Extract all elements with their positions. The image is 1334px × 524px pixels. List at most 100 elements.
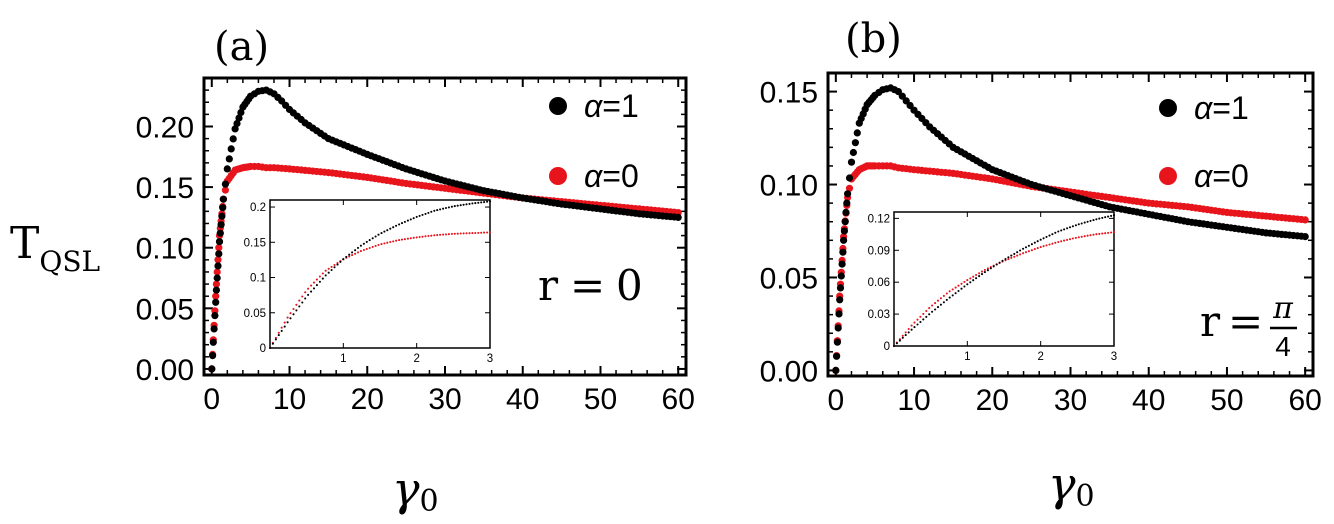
inset-point-alpha-0 (934, 302, 937, 305)
panel-b: (b) 0.000.050.100.15 0 10 20 30 40 50 60 α=1 α… (760, 16, 1322, 417)
inset-point-alpha-0 (975, 273, 978, 277)
data-point-alpha-1 (836, 296, 844, 304)
inset-point-alpha-1 (345, 255, 348, 258)
inset-y-tick-label: 0.1 (250, 273, 266, 285)
data-point-alpha-1 (216, 229, 224, 237)
inset-point-alpha-1 (1066, 227, 1069, 230)
inset-point-alpha-1 (453, 205, 456, 208)
inset-point-alpha-1 (295, 309, 298, 312)
inset-point-alpha-1 (1112, 214, 1116, 217)
inset-point-alpha-0 (462, 232, 465, 235)
inset-point-alpha-1 (336, 263, 339, 266)
inset-point-alpha-0 (318, 275, 321, 278)
inset-point-alpha-0 (1068, 238, 1072, 241)
inset-point-alpha-0 (954, 286, 957, 289)
inset-point-alpha-0 (442, 233, 445, 236)
data-point-alpha-0 (845, 184, 854, 192)
inset-point-alpha-1 (444, 206, 448, 210)
y-axis-title-sub: QSL (39, 245, 100, 278)
inset-point-alpha-1 (383, 230, 386, 233)
data-point-alpha-1 (215, 250, 223, 258)
inset-point-alpha-0 (444, 233, 448, 236)
inset-point-alpha-1 (1033, 241, 1036, 244)
inset-point-alpha-1 (1013, 252, 1016, 255)
inset-point-alpha-1 (901, 336, 904, 339)
inset-point-alpha-1 (324, 274, 327, 277)
inset-point-alpha-1 (922, 318, 925, 321)
inset-point-alpha-0 (1033, 248, 1036, 251)
inset-point-alpha-1 (333, 266, 336, 269)
inset-point-alpha-0 (368, 246, 371, 250)
inset-point-alpha-0 (966, 279, 969, 282)
inset-point-alpha-1 (436, 209, 439, 212)
inset-point-alpha-0 (389, 240, 392, 244)
inset-point-alpha-1 (450, 205, 453, 208)
inset-point-alpha-1 (1060, 229, 1063, 232)
inset-point-alpha-0 (327, 267, 330, 270)
inset-point-alpha-0 (477, 231, 480, 234)
inset-point-alpha-0 (901, 334, 904, 337)
legend-entry-alpha-0: α=0 (1194, 158, 1249, 194)
data-point-alpha-1 (208, 365, 216, 373)
inset-point-alpha-1 (934, 308, 937, 311)
inset-point-alpha-1 (1098, 217, 1101, 220)
inset: 0 0.03 0.06 0.09 0.12 1 2 3 (868, 211, 1117, 363)
inset-point-alpha-1 (925, 315, 928, 318)
inset-point-alpha-0 (1051, 242, 1054, 245)
inset-point-alpha-0 (907, 327, 910, 331)
inset-point-alpha-1 (271, 342, 274, 345)
inset-y-tick-labels: 0 0.05 0.1 0.15 0.2 (244, 202, 266, 355)
inset-point-alpha-0 (436, 234, 439, 237)
inset-point-alpha-0 (936, 299, 940, 302)
data-point-alpha-1 (225, 155, 233, 163)
inset-point-alpha-1 (362, 242, 365, 245)
x-tick-label: 40 (1132, 384, 1165, 417)
inset-point-alpha-1 (1024, 246, 1028, 249)
inset-point-alpha-0 (1039, 246, 1042, 249)
inset-point-alpha-1 (403, 220, 406, 223)
inset-point-alpha-1 (954, 292, 957, 295)
inset-point-alpha-0 (960, 282, 963, 285)
inset-point-alpha-0 (354, 252, 357, 255)
inset-y-tick-label: 0.05 (244, 308, 266, 320)
inset-point-alpha-0 (916, 318, 919, 321)
x-axis-title-main: γ (392, 462, 420, 516)
inset-x-tick-label: 1 (340, 353, 346, 365)
inset-point-alpha-0 (348, 255, 351, 258)
inset-point-alpha-1 (415, 215, 418, 218)
inset-point-alpha-1 (983, 271, 986, 274)
y-tick-label: 0.10 (760, 170, 818, 203)
inset-point-alpha-1 (447, 206, 450, 209)
data-point-alpha-1 (836, 284, 845, 292)
inset-point-alpha-0 (919, 315, 922, 318)
inset-point-alpha-0 (418, 235, 421, 239)
data-point-alpha-1 (1301, 233, 1309, 241)
ticks (828, 72, 1313, 376)
inset-point-alpha-0 (406, 237, 409, 240)
inset-point-alpha-0 (298, 299, 301, 302)
inset-point-alpha-0 (1074, 236, 1077, 239)
inset-point-alpha-1 (1039, 238, 1042, 241)
inset-point-alpha-0 (351, 254, 354, 257)
inset-point-alpha-0 (1110, 231, 1113, 234)
data-point-alpha-1 (237, 108, 245, 117)
inset-point-alpha-1 (392, 226, 395, 229)
data-point-alpha-1 (218, 212, 226, 220)
inset-point-alpha-0 (412, 236, 415, 239)
inset-point-alpha-0 (922, 312, 925, 315)
inset-y-tick-label: 0 (260, 343, 266, 355)
inset-point-alpha-0 (312, 281, 316, 284)
inset-point-alpha-0 (280, 326, 283, 329)
inset-point-alpha-1 (895, 342, 898, 345)
inset-point-alpha-1 (1051, 233, 1054, 236)
legend-greek: α (1194, 90, 1213, 126)
inset-x-tick-label: 2 (1037, 351, 1043, 363)
inset-point-alpha-0 (304, 291, 307, 294)
inset-point-alpha-0 (359, 250, 362, 253)
inset-point-alpha-1 (315, 284, 318, 287)
inset-point-alpha-1 (412, 217, 415, 220)
inset-point-alpha-1 (1068, 226, 1072, 229)
inset-point-alpha-0 (468, 232, 471, 235)
inset-point-alpha-1 (312, 287, 316, 290)
inset-point-alpha-1 (456, 204, 459, 207)
